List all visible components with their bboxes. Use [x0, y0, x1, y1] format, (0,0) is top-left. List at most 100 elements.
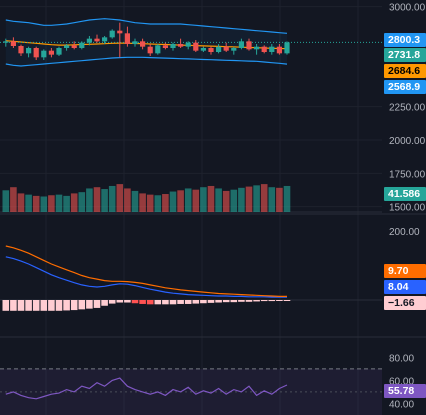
candle-body[interactable] [3, 41, 9, 43]
bb-basis-badge: 2684.6 [384, 64, 426, 78]
candle-body[interactable] [48, 50, 54, 55]
macd-histogram-bar [146, 300, 154, 305]
price-tick-label: 2250.00 [389, 103, 426, 114]
volume-bar [154, 195, 162, 212]
macd-histogram-bar [78, 300, 86, 310]
candle-body[interactable] [86, 38, 92, 43]
candle-body[interactable] [79, 42, 85, 48]
candle-body[interactable] [185, 42, 191, 47]
rsi-badge: 55.78 [384, 384, 426, 398]
macd-histogram-bar [268, 300, 276, 302]
candle-body[interactable] [41, 50, 47, 58]
volume-bar [192, 189, 200, 212]
signal-line[interactable] [5, 245, 287, 297]
volume-bar [276, 187, 283, 212]
candle-body[interactable] [216, 46, 222, 52]
volume-bar [131, 190, 139, 212]
candle-body[interactable] [223, 46, 229, 51]
candle-body[interactable] [71, 45, 77, 48]
candle-body[interactable] [238, 41, 244, 48]
macd-histogram-bar [222, 300, 230, 303]
bb-lower-badge: 2568.9 [384, 80, 426, 94]
volume-bar [260, 184, 268, 212]
candle-body[interactable] [18, 46, 24, 54]
candle-body[interactable] [276, 46, 282, 54]
candle-body[interactable] [261, 46, 267, 52]
candle-body[interactable] [284, 42, 290, 54]
macd-line[interactable] [5, 256, 287, 298]
candle-body[interactable] [64, 45, 70, 48]
macd-histogram-bar [48, 300, 55, 311]
candle-body[interactable] [269, 46, 275, 52]
macd-histogram-bar [192, 300, 200, 304]
candle-body[interactable] [178, 44, 184, 47]
candle-body[interactable] [10, 41, 16, 46]
candle-body[interactable] [140, 41, 146, 47]
macd-histogram-bar [238, 300, 245, 302]
candle-body[interactable] [170, 44, 176, 48]
candle-body[interactable] [162, 45, 168, 48]
rsi-line[interactable] [5, 377, 288, 400]
volume-bar [70, 193, 78, 212]
candle-body[interactable] [193, 42, 199, 51]
volume-bar [32, 195, 40, 212]
signal-badge: 9.70 [384, 264, 426, 278]
volume-bar [116, 184, 124, 212]
candle-body[interactable] [94, 38, 100, 42]
price-tick-label: 1500.00 [389, 203, 426, 214]
candle-body[interactable] [33, 48, 39, 58]
candle-body[interactable] [109, 30, 115, 38]
volume-bar [200, 187, 207, 212]
candle-body[interactable] [117, 30, 123, 34]
candle-body[interactable] [124, 33, 130, 44]
volume-bar [238, 187, 245, 212]
macd-histogram-bar [116, 300, 124, 303]
volume-bar [40, 196, 48, 212]
macd-panel[interactable] [2, 245, 291, 311]
bollinger-lower-line[interactable] [5, 56, 288, 67]
price-panel[interactable] [0, 18, 382, 67]
candle-body[interactable] [155, 45, 161, 54]
price-tick-label: 1750.00 [389, 169, 426, 180]
candle-body[interactable] [26, 48, 32, 54]
candle-body[interactable] [246, 41, 252, 50]
macd-histogram-bar [86, 300, 93, 309]
macd-histogram-bar [101, 300, 108, 306]
macd-badge: 8.04 [384, 280, 426, 294]
macd-histogram-bar [17, 300, 25, 311]
volume-bar [124, 188, 131, 212]
candle-body[interactable] [56, 48, 62, 55]
bollinger-upper-line[interactable] [5, 18, 288, 34]
volume-bar [78, 192, 86, 212]
macd-histogram-bar [2, 300, 10, 311]
candle-body[interactable] [147, 46, 153, 54]
price-tick-label: 3000.00 [389, 3, 426, 14]
price-tick-label: 2000.00 [389, 136, 426, 147]
macd-histogram-bar [276, 300, 283, 301]
bollinger-band-fill [5, 18, 288, 67]
macd-histogram-bar [70, 300, 78, 311]
macd-histogram-bar [63, 300, 70, 311]
volume-bar [86, 188, 93, 212]
rsi-tick-label: 60.00 [389, 376, 414, 387]
macd-histogram-bar [169, 300, 177, 305]
price-axis[interactable]: 3000.00 2250.00 2000.00 1750.00 1500.00 200.0… [389, 3, 426, 411]
volume-bar [10, 187, 17, 212]
volume-bar [48, 195, 55, 212]
candle-body[interactable] [102, 37, 108, 42]
candle-body[interactable] [208, 48, 214, 52]
candle-body[interactable] [200, 48, 206, 51]
volume-bar [253, 185, 260, 212]
volume-bar [184, 188, 192, 212]
bb-upper-badge: 2800.3 [384, 33, 426, 47]
candle-body[interactable] [254, 46, 260, 50]
macd-histogram-bar [162, 300, 169, 305]
rsi-panel[interactable] [0, 368, 382, 415]
macd-histogram-bar [108, 300, 116, 304]
volume-bar [101, 189, 108, 212]
candle-body[interactable] [132, 41, 138, 44]
candle-body[interactable] [231, 48, 237, 51]
rsi-tick-label: 40.00 [389, 399, 414, 410]
